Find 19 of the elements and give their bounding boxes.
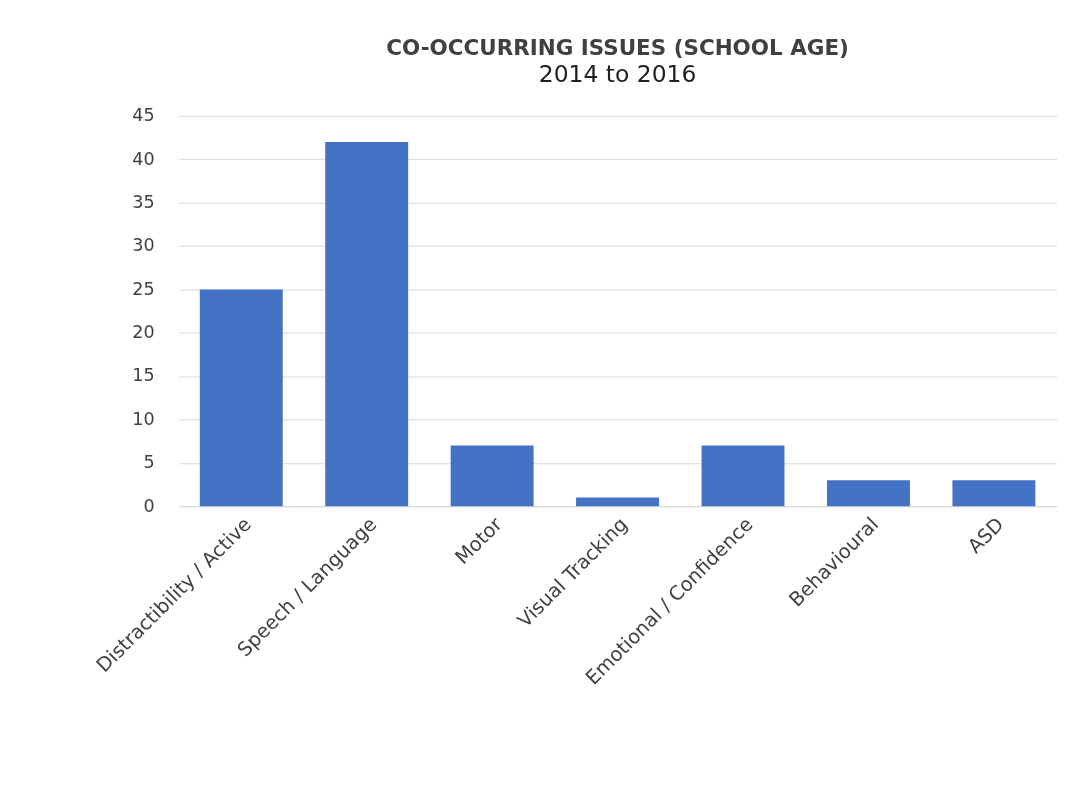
y-tick-label: 0 — [143, 495, 155, 516]
y-tick-label: 15 — [132, 365, 155, 386]
y-tick-label: 30 — [132, 235, 155, 256]
chart-title: CO-OCCURRING ISSUES (SCHOOL AGE) — [386, 35, 849, 61]
y-tick-label: 20 — [132, 322, 155, 343]
bar — [325, 141, 409, 507]
y-tick-label: 45 — [132, 105, 155, 126]
bar — [576, 497, 660, 507]
y-tick-label: 35 — [132, 192, 155, 213]
chart-subtitle: 2014 to 2016 — [538, 59, 697, 88]
bar — [952, 480, 1036, 507]
y-tick-label: 10 — [132, 408, 155, 429]
bar — [199, 289, 283, 507]
y-tick-label: 25 — [132, 278, 155, 299]
y-tick-label: 40 — [132, 148, 155, 169]
bar — [826, 480, 910, 507]
bar — [701, 445, 785, 507]
y-tick-label: 5 — [143, 452, 155, 473]
bar — [450, 445, 534, 507]
